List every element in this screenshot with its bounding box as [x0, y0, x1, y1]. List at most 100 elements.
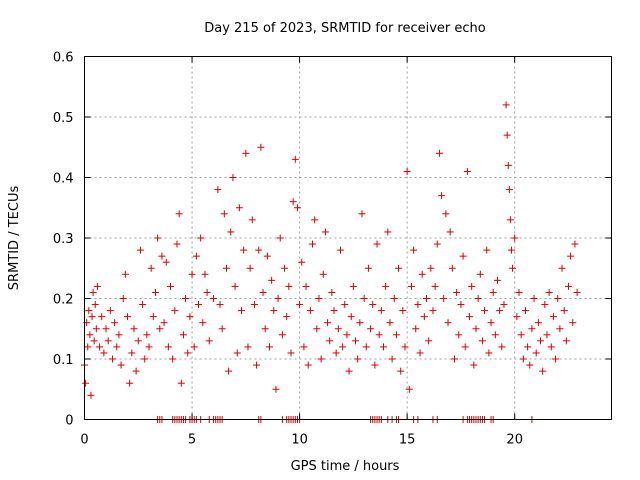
- data-point: [395, 264, 403, 272]
- data-point: [171, 307, 179, 315]
- data-point: [347, 313, 355, 321]
- data-point: [453, 288, 461, 296]
- data-point: [405, 385, 413, 393]
- data-point: [444, 319, 452, 327]
- axis-ticks: [84, 56, 612, 420]
- data-point: [255, 246, 263, 254]
- data-point: [528, 325, 536, 333]
- data-point: [399, 307, 407, 315]
- data-point: [519, 355, 527, 363]
- data-point: [190, 343, 198, 351]
- data-point: [313, 325, 321, 333]
- data-point: [158, 252, 166, 260]
- data-point: [117, 361, 125, 369]
- y-tick-label: 0: [65, 414, 73, 429]
- x-axis-tick-labels: 0 5 10 15 20: [80, 433, 523, 448]
- data-point: [285, 282, 293, 290]
- data-point: [291, 155, 299, 163]
- data-point: [461, 343, 469, 351]
- data-point: [162, 258, 170, 266]
- data-point: [225, 367, 233, 375]
- data-point: [328, 288, 336, 296]
- data-point: [270, 307, 278, 315]
- data-point: [569, 319, 577, 327]
- data-point: [250, 301, 258, 309]
- data-point: [388, 355, 396, 363]
- data-point: [360, 295, 368, 302]
- data-point: [377, 307, 385, 315]
- data-point: [220, 210, 228, 218]
- data-point: [382, 282, 390, 290]
- data-point: [414, 301, 422, 309]
- data-point: [119, 295, 127, 302]
- y-tick-label: 0.3: [53, 232, 74, 247]
- data-point: [483, 246, 491, 254]
- data-point: [341, 301, 349, 309]
- data-point: [371, 361, 379, 369]
- data-point: [84, 343, 92, 351]
- data-point: [281, 264, 289, 272]
- data-point: [259, 288, 267, 296]
- data-point: [489, 288, 497, 296]
- data-point: [139, 301, 147, 309]
- data-point: [98, 313, 106, 321]
- data-point: [543, 331, 551, 339]
- data-point: [102, 325, 110, 333]
- data-point: [552, 355, 560, 363]
- y-axis-tick-labels: 0 0.1 0.2 0.3 0.4 0.5 0.6: [53, 51, 74, 429]
- data-point: [214, 186, 222, 194]
- data-point: [179, 331, 187, 339]
- data-point: [392, 331, 400, 339]
- data-point: [567, 252, 575, 260]
- data-point: [401, 343, 409, 351]
- data-point: [91, 301, 99, 309]
- data-point: [104, 337, 112, 345]
- data-point: [530, 295, 538, 302]
- data-point: [188, 270, 196, 278]
- data-point: [545, 288, 553, 296]
- data-point: [539, 367, 547, 375]
- data-point: [549, 313, 557, 321]
- data-point: [92, 325, 100, 333]
- data-point: [304, 361, 312, 369]
- data-point: [403, 167, 411, 175]
- data-point: [311, 216, 319, 224]
- data-point: [362, 343, 370, 351]
- data-point: [218, 325, 226, 333]
- data-point: [205, 337, 213, 345]
- data-point: [491, 331, 499, 339]
- data-point: [493, 276, 501, 284]
- data-point: [431, 282, 439, 290]
- data-point: [175, 210, 183, 218]
- data-point: [339, 343, 347, 351]
- data-point: [246, 264, 254, 272]
- y-tick-label: 0.6: [53, 51, 74, 66]
- data-point: [504, 161, 512, 169]
- data-point: [526, 361, 534, 369]
- data-point: [242, 149, 250, 157]
- data-point: [257, 143, 265, 151]
- data-point: [293, 204, 301, 212]
- y-tick-label: 0.4: [53, 172, 74, 187]
- data-point: [177, 379, 185, 387]
- data-point: [201, 270, 209, 278]
- data-point: [265, 343, 273, 351]
- data-point: [87, 391, 95, 399]
- data-point: [85, 307, 93, 315]
- data-point: [278, 331, 286, 339]
- data-point: [309, 240, 317, 248]
- data-point: [334, 325, 342, 333]
- data-point: [143, 331, 151, 339]
- data-point: [468, 282, 476, 290]
- data-point: [326, 337, 334, 345]
- data-point: [375, 331, 383, 339]
- data-point: [358, 210, 366, 218]
- data-point: [164, 343, 172, 351]
- data-point: [89, 288, 97, 296]
- data-point: [364, 264, 372, 272]
- data-point: [476, 270, 484, 278]
- data-point: [496, 307, 504, 315]
- data-point: [274, 295, 282, 302]
- data-point: [134, 337, 142, 345]
